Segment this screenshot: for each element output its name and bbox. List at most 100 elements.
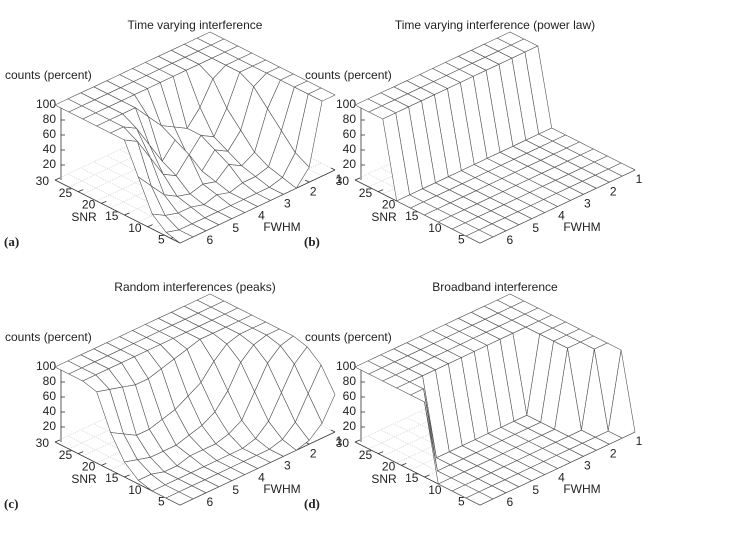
y-tick (101, 462, 107, 466)
z-tick-label: 100 (336, 97, 356, 111)
y-tick-label: 25 (59, 186, 73, 200)
z-axis-label: counts (percent) (305, 330, 392, 344)
floor-grid-line (67, 435, 194, 500)
x-tick-label: 2 (310, 446, 317, 460)
z-tick-label: 60 (43, 389, 57, 403)
y-tick-label: 15 (105, 209, 119, 223)
z-tick-label: 80 (343, 112, 357, 126)
y-tick-label: 5 (458, 495, 465, 509)
x-tick-label: 5 (232, 483, 239, 497)
z-axis-label: counts (percent) (305, 68, 392, 82)
floor-grid-line (380, 429, 506, 494)
x-tick-label: 5 (232, 221, 239, 235)
y-tick-label: 10 (428, 221, 442, 235)
y-tick-label: 10 (128, 221, 142, 235)
z-tick-label: 60 (343, 127, 357, 141)
panel-label: (c) (4, 496, 18, 511)
floor-grid-line (367, 435, 494, 500)
y-tick-label: 5 (158, 233, 165, 247)
y-axis-label: SNR (71, 210, 97, 224)
x-axis-label: FWHM (563, 482, 600, 496)
floor-grid-line (67, 173, 194, 238)
surface-cell (465, 491, 494, 506)
surface-cell (465, 229, 494, 244)
x-tick-label: 4 (258, 209, 265, 223)
y-tick-label: 25 (359, 448, 373, 462)
chart-title: Random interferences (peaks) (114, 280, 275, 294)
y-tick-label: 15 (405, 209, 419, 223)
y-tick-label: 15 (405, 471, 419, 485)
floor-grid-line (406, 417, 532, 481)
x-tick-label: 1 (336, 434, 343, 448)
y-axis-label: SNR (71, 472, 97, 486)
panel: Time varying interference counts (percent… (4, 18, 343, 249)
x-tick-label: 3 (284, 197, 291, 211)
z-tick-label: 100 (36, 97, 56, 111)
x-tick-label: 2 (610, 446, 617, 460)
y-tick-label: 20 (82, 460, 96, 474)
y-tick-label: 20 (382, 460, 396, 474)
y-tick-label: 10 (428, 483, 442, 497)
surface-cell (165, 229, 194, 244)
y-tick (124, 474, 130, 478)
floor-grid-line (93, 161, 219, 226)
y-tick (354, 177, 361, 181)
y-tick (54, 177, 61, 181)
x-tick-label: 1 (336, 172, 343, 186)
x-axis-label: FWHM (263, 220, 300, 234)
y-tick-label: 15 (105, 471, 119, 485)
chart-title: Time varying interference (128, 18, 263, 32)
y-tick-label: 5 (158, 495, 165, 509)
x-axis-label: FWHM (263, 482, 300, 496)
panel-label: (d) (304, 496, 320, 511)
panel: Time varying interference (power law) cou… (304, 18, 643, 249)
panel: Random interferences (peaks) counts (perc… (4, 280, 343, 511)
z-tick-label: 20 (43, 419, 57, 433)
y-axis-label: SNR (371, 472, 397, 486)
y-tick (124, 212, 130, 216)
panel-label: (a) (4, 234, 19, 249)
y-tick (424, 474, 430, 478)
z-tick-label: 40 (43, 142, 57, 156)
y-tick (147, 224, 153, 228)
z-axis-label: counts (percent) (5, 68, 92, 82)
surface-cell (165, 491, 194, 506)
floor-grid-line (80, 167, 206, 232)
floor-grid-line (106, 155, 232, 219)
z-tick-label: 20 (343, 157, 357, 171)
x-tick-label: 5 (532, 221, 539, 235)
z-tick-label: 40 (43, 404, 57, 418)
x-tick-label: 4 (558, 471, 565, 485)
x-tick (304, 179, 310, 183)
z-tick-label: 40 (343, 404, 357, 418)
y-tick (377, 189, 384, 193)
z-tick-label: 20 (43, 157, 57, 171)
panel: Broadband interference counts (percent) (d… (304, 280, 643, 511)
y-tick (401, 462, 407, 466)
chart-title: Broadband interference (432, 280, 558, 294)
z-tick-label: 80 (43, 374, 57, 388)
x-tick-label: 1 (636, 434, 643, 448)
y-tick (54, 439, 61, 443)
z-tick-label: 100 (36, 359, 56, 373)
z-tick-label: 100 (336, 359, 356, 373)
y-tick (77, 189, 84, 193)
x-tick-label: 6 (506, 495, 513, 509)
surface-cell (409, 388, 438, 471)
x-tick-label: 1 (636, 172, 643, 186)
y-tick (101, 200, 107, 204)
y-tick (354, 439, 361, 443)
y-tick-label: 30 (336, 174, 350, 188)
floor-grid-line (393, 423, 519, 488)
z-tick-label: 80 (343, 374, 357, 388)
y-axis-label: SNR (371, 210, 397, 224)
z-tick-label: 20 (343, 419, 357, 433)
x-tick-label: 6 (206, 495, 213, 509)
x-tick-label: 6 (506, 233, 513, 247)
y-tick-label: 20 (82, 198, 96, 212)
x-tick-label: 3 (584, 459, 591, 473)
x-tick-label: 2 (310, 184, 317, 198)
y-tick-label: 5 (458, 233, 465, 247)
y-tick-label: 25 (59, 448, 73, 462)
